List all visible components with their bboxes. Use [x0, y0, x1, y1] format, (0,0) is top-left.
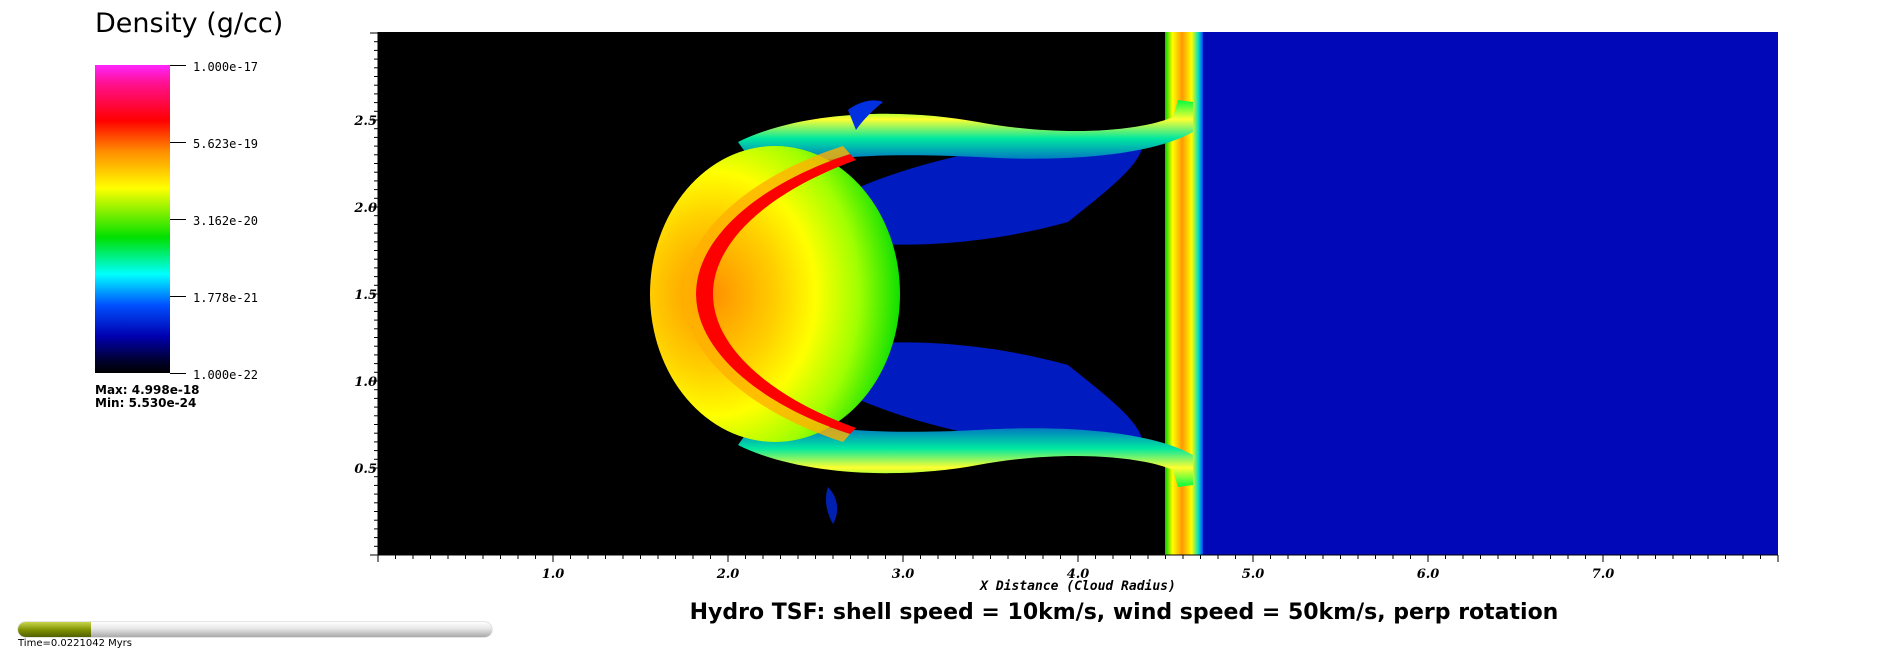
- colorbar-tick: [170, 142, 186, 143]
- time-label: Time=0.0221042 Myrs: [18, 638, 132, 649]
- colorbar-label-max: 1.000e-17: [193, 60, 259, 74]
- colorbar-label-min: 1.000e-22: [193, 368, 259, 382]
- x-tick-label: 1.0: [541, 567, 565, 582]
- density-field: [650, 32, 1778, 555]
- cloud-core: [650, 146, 900, 442]
- x-tick-label: 7.0: [1591, 567, 1615, 582]
- y-tick-label: 1.5: [354, 288, 377, 303]
- wisp: [825, 487, 838, 524]
- colorbar-tick: [170, 296, 186, 297]
- x-tick-label: 4.0: [1066, 567, 1090, 582]
- time-slider-fill: [18, 622, 92, 637]
- compressed-shell: [696, 154, 856, 434]
- x-tick-label: 3.0: [891, 567, 915, 582]
- min-value: Min: 5.530e-24: [95, 396, 197, 410]
- legend-title: Density (g/cc): [95, 8, 284, 39]
- max-value: Max: 4.998e-18: [95, 383, 200, 397]
- y-tick-label: 2.5: [354, 114, 377, 129]
- time-slider[interactable]: [18, 622, 492, 637]
- wind-region: [1200, 32, 1778, 555]
- colorbar-label: 3.162e-20: [193, 214, 259, 228]
- y-tick-label: 2.0: [354, 201, 377, 216]
- colorbar-label: 5.623e-19: [193, 137, 259, 151]
- plot-axes: [370, 32, 1779, 562]
- lower-tail: [738, 410, 1193, 487]
- colorbar-tick: [170, 219, 186, 220]
- x-tick-label: 6.0: [1416, 567, 1440, 582]
- plot-caption: Hydro TSF: shell speed = 10km/s, wind sp…: [689, 600, 1559, 625]
- colorbar: [95, 65, 170, 373]
- density-plot: [378, 32, 1778, 555]
- colorbar-tick: [170, 65, 186, 66]
- shell-outer-edge: [683, 146, 850, 442]
- wisp: [848, 100, 883, 130]
- x-tick-label: 5.0: [1241, 567, 1265, 582]
- y-tick-label: 0.5: [354, 462, 377, 477]
- y-tick-label: 1.0: [354, 375, 377, 390]
- colorbar-label: 1.778e-21: [193, 291, 259, 305]
- colorbar-tick: [170, 373, 186, 374]
- x-tick-label: 2.0: [716, 567, 740, 582]
- x-axis-label: X Distance (Cloud Radius): [980, 579, 1176, 594]
